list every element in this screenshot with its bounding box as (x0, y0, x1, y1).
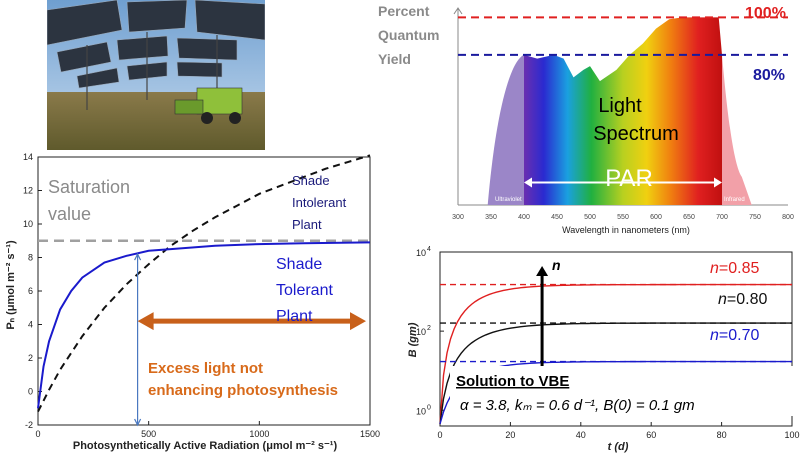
pn-ytick-2: 2 (28, 353, 33, 363)
solar-panel-field-icon (47, 0, 265, 150)
spectrum-center-label-line2: Spectrum (593, 123, 679, 145)
pn-ytick--2: -2 (25, 420, 33, 430)
spectrum-xtick-700: 700 (716, 214, 728, 221)
vbe-xtick-100: 100 (784, 430, 799, 440)
spectrum-center-label-line1: Light (598, 95, 642, 117)
svg-text:n=0.70: n=0.70 (710, 327, 759, 344)
spectrum-ylabel-line2: Quantum (378, 27, 439, 43)
saturation-label-line1: Saturation (48, 177, 130, 197)
ir-label: Infrared (724, 197, 745, 203)
spectrum-xtick-350: 350 (485, 214, 497, 221)
pn-ylabel: Pₙ (μmol m⁻² s⁻¹) (5, 240, 17, 330)
n-arrow-label: n (552, 257, 561, 273)
vbe-xtick-80: 80 (717, 430, 727, 440)
pn-ytick-10: 10 (23, 219, 33, 229)
tolerant-label-line3: Plant (276, 308, 313, 325)
spectrum-xtick-550: 550 (617, 214, 629, 221)
pn-xtick-500: 500 (141, 429, 156, 439)
spectrum-xtick-750: 750 (749, 214, 761, 221)
par-arrow-left-head (524, 177, 532, 188)
intolerant-label-line1: Shade (292, 173, 330, 188)
marker-top-arrowhead (134, 252, 142, 261)
spectrum-ylabel-line1: Percent (378, 3, 430, 19)
spectrum-xtick-600: 600 (650, 214, 662, 221)
pn-ytick-12: 12 (23, 186, 33, 196)
agrivoltaics-photo (47, 0, 265, 150)
svg-text:n=0.85: n=0.85 (710, 260, 759, 277)
vbe-curve-1 (439, 322, 793, 425)
pn-ytick-0: 0 (28, 387, 33, 397)
ref-line-80-label: 80% (753, 67, 785, 84)
spectrum-xtick-800: 800 (782, 214, 794, 221)
pn-ytick-8: 8 (28, 253, 33, 263)
shade-tolerant-curve (37, 241, 371, 409)
spectrum-y-arrowhead (453, 7, 463, 15)
spectrum-xtick-300: 300 (452, 214, 464, 221)
spectrum-xlabel: Wavelength in nanometers (nm) (562, 225, 690, 235)
intolerant-label-line2: Intolerant (292, 195, 347, 210)
visible-spectrum-band (524, 17, 722, 206)
n070-label: n=0.70 (710, 327, 759, 344)
n085-value: =0.85 (719, 260, 760, 277)
vbe-xtick-40: 40 (576, 430, 586, 440)
tolerant-label-line2: Tolerant (276, 282, 333, 299)
ref-line-100-label: 100% (745, 5, 786, 22)
vbe-ytick-exp-4: 4 (427, 246, 431, 253)
saturation-label-line2: value (48, 204, 91, 224)
spectrum-ylabel-line3: Yield (378, 51, 411, 67)
vbe-solution-chart: 0 20 40 60 80 100 10 0 10 2 10 4 B (gm) t (d) n n=0… (400, 240, 800, 453)
vbe-curve-0 (439, 283, 793, 425)
ir-region (722, 54, 752, 206)
vbe-ytick-exp-0: 0 (427, 404, 431, 411)
vbe-ylabel: B (gm) (407, 322, 419, 357)
excess-label-line1: Excess light not (148, 360, 263, 377)
uv-region (487, 54, 524, 206)
n-arrow-head (536, 266, 549, 277)
vbe-ytick-0: 10 (416, 406, 426, 416)
n085-label: n=0.85 (710, 260, 759, 277)
excess-arrow-left-head (137, 312, 154, 331)
pn-xtick-1000: 1000 (249, 429, 269, 439)
vbe-caption-params: α = 3.8, kₘ = 0.6 d⁻¹, B(0) = 0.1 gm (460, 397, 695, 414)
uv-label: Ultraviolet (495, 197, 522, 203)
vbe-xtick-60: 60 (646, 430, 656, 440)
vbe-ytick-2: 10 (416, 327, 426, 337)
vbe-ytick-exp-2: 2 (427, 325, 431, 332)
pn-ytick-4: 4 (28, 320, 33, 330)
vbe-xtick-0: 0 (437, 430, 442, 440)
n070-symbol: n (710, 327, 719, 344)
marker-bottom-arrowhead (134, 418, 142, 427)
n080-label: n=0.80 (718, 291, 767, 308)
spectrum-xtick-450: 450 (551, 214, 563, 221)
par-arrow-right-head (714, 177, 722, 188)
n085-symbol: n (710, 260, 719, 277)
spectrum-xtick-650: 650 (683, 214, 695, 221)
light-spectrum-chart: 300 350 400 450 500 550 600 650 700 750 800 Percen… (368, 0, 800, 240)
pn-ytick-6: 6 (28, 286, 33, 296)
vbe-plot-frame (439, 251, 793, 427)
svg-text:n=0.80: n=0.80 (718, 291, 767, 308)
vbe-caption-title: Solution to VBE (456, 373, 569, 390)
vbe-xtick-20: 20 (505, 430, 515, 440)
intolerant-label-line3: Plant (292, 217, 322, 232)
excess-label-line2: enhancing photosynthesis (148, 382, 338, 399)
vbe-ytick-4: 10 (416, 248, 426, 258)
n070-value: =0.70 (719, 327, 760, 344)
pn-xlabel: Photosynthetically Active Radiation (μmo… (73, 440, 338, 452)
pn-ytick-14: 14 (23, 152, 33, 162)
photosynthesis-light-response-chart: 0 500 1000 1500 -2 0 2 4 6 8 10 12 14 Pₙ (μmol m⁻² s… (0, 145, 400, 453)
shade-intolerant-curve (37, 154, 371, 413)
spectrum-xtick-500: 500 (584, 214, 596, 221)
pn-xtick-0: 0 (35, 429, 40, 439)
n080-value: =0.80 (727, 291, 768, 308)
spectrum-xtick-400: 400 (518, 214, 530, 221)
n080-symbol: n (718, 291, 727, 308)
pn-xtick-1500: 1500 (360, 429, 380, 439)
par-label: PAR (605, 165, 653, 192)
tolerant-label-line1: Shade (276, 256, 322, 273)
vbe-xlabel: t (d) (608, 441, 629, 453)
excess-arrow-right-head (350, 312, 366, 331)
